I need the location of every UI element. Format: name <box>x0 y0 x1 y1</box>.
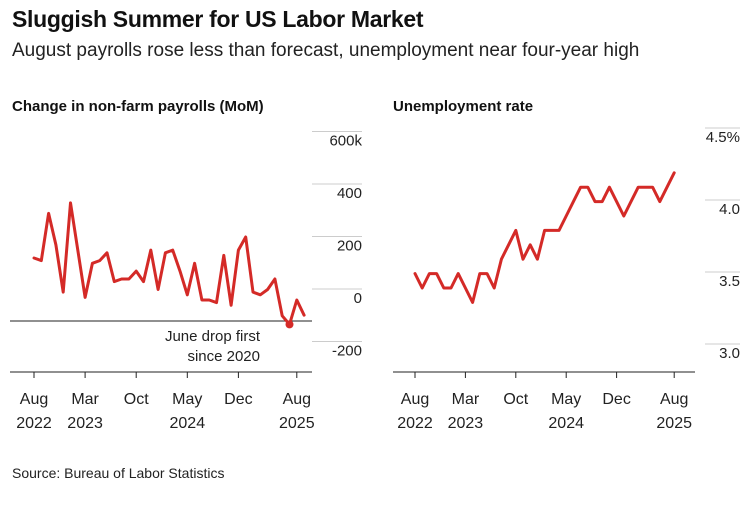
payrolls-xtick-label: Aug <box>283 391 311 408</box>
payrolls-ytick-label: 400 <box>337 185 362 202</box>
payrolls-ytick-label: 600k <box>329 133 362 150</box>
annotation-line2: since 2020 <box>187 348 260 365</box>
unemployment-series-line <box>413 171 676 304</box>
payrolls-ytick-label: 200 <box>337 238 362 255</box>
chart-title: Sluggish Summer for US Labor Market <box>12 6 424 32</box>
payrolls-xtick-label: Oct <box>124 391 149 408</box>
unemployment-xtick-year-label: 2024 <box>548 415 584 432</box>
payrolls-xtick-label: Aug <box>20 391 48 408</box>
source-note: Source: Bureau of Labor Statistics <box>12 465 225 481</box>
june-drop-marker <box>285 320 294 329</box>
payrolls-xtick-year-label: 2023 <box>67 415 103 432</box>
unemployment-xtick-label: May <box>551 391 581 408</box>
unemployment-ytick-label: 3.5 <box>719 273 740 290</box>
unemployment-ytick-label: 3.0 <box>719 345 740 362</box>
payrolls-xtick-label: May <box>172 391 202 408</box>
unemployment-xtick-label: Mar <box>452 391 480 408</box>
unemployment-panel-title: Unemployment rate <box>393 98 534 115</box>
payrolls-panel-title: Change in non-farm payrolls (MoM) <box>12 98 264 115</box>
payrolls-xtick-label: Mar <box>71 391 99 408</box>
chart-subtitle: August payrolls rose less than forecast,… <box>12 40 640 61</box>
payrolls-xtick-year-label: 2024 <box>170 415 206 432</box>
unemployment-xtick-label: Oct <box>503 391 528 408</box>
payrolls-ytick-label: 0 <box>354 290 362 307</box>
unemployment-xtick-year-label: 2025 <box>656 415 692 432</box>
annotation-line1: June drop first <box>165 328 261 345</box>
unemployment-ytick-label: 4.0 <box>719 201 740 218</box>
unemployment-xtick-year-label: 2022 <box>397 415 433 432</box>
payrolls-series-line <box>32 201 306 326</box>
unemployment-xtick-year-label: 2023 <box>448 415 484 432</box>
payrolls-ytick-label: -200 <box>332 343 362 360</box>
payrolls-xtick-year-label: 2025 <box>279 415 315 432</box>
unemployment-xtick-label: Dec <box>602 391 630 408</box>
unemployment-xtick-label: Aug <box>401 391 429 408</box>
unemployment-ytick-label: 4.5% <box>706 129 740 146</box>
payrolls-xtick-year-label: 2022 <box>16 415 52 432</box>
payrolls-xtick-label: Dec <box>224 391 252 408</box>
unemployment-xtick-label: Aug <box>660 391 688 408</box>
